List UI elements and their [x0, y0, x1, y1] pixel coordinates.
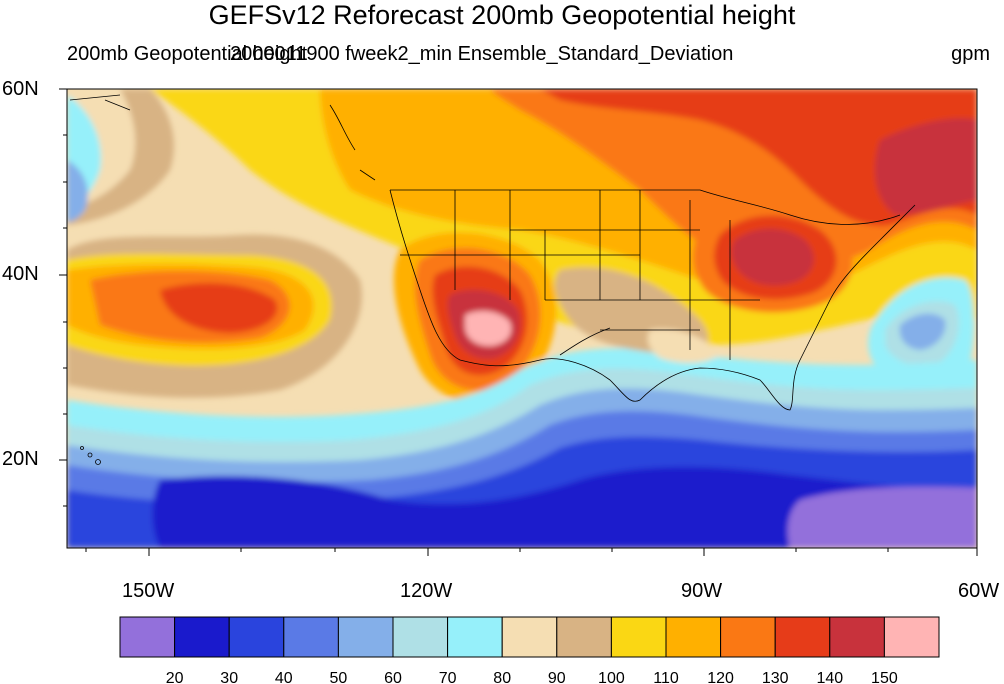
band-90-gulf [647, 329, 720, 363]
units-label: gpm [951, 43, 990, 65]
band-50-east [899, 313, 946, 350]
band-min-southeast [787, 486, 977, 548]
colorbar [119, 616, 940, 658]
colorbar-box [501, 616, 558, 658]
colorbar-label: 90 [548, 670, 566, 684]
colorbar-box [447, 616, 503, 658]
colorbar-box [392, 616, 449, 658]
colorbar-box [774, 616, 831, 658]
us-coastline [389, 189, 916, 411]
lon-label-90w: 90W [681, 580, 723, 602]
lon-label-150w: 150W [122, 580, 175, 602]
band-150-northeast [875, 118, 977, 215]
contour-field [67, 89, 977, 548]
band-140-west [160, 283, 278, 333]
boundaries [69, 94, 916, 465]
band-20-south [152, 466, 977, 548]
band-max-sw [465, 310, 512, 346]
colorbar-label: 140 [816, 670, 843, 684]
lon-label-60w: 60W [958, 580, 1000, 602]
colorbar-box [119, 616, 176, 658]
colorbar-label: 100 [598, 670, 625, 684]
colorbar-label: 80 [493, 670, 511, 684]
colorbar-label: 130 [762, 670, 789, 684]
lat-label-60n: 60N [2, 78, 39, 100]
hawaii-island [80, 446, 84, 450]
lat-label-20n: 20N [2, 448, 39, 470]
hawaii-island [87, 452, 93, 458]
colorbar-box [283, 616, 339, 658]
lat-label-40n: 40N [2, 263, 39, 285]
state-lines [400, 190, 760, 360]
colorbar-label: 150 [871, 670, 898, 684]
colorbar-box [829, 616, 885, 658]
colorbar-box [556, 616, 612, 658]
left-subtitle: 200mb Geopotential height [67, 43, 308, 65]
colorbar-label: 70 [439, 670, 457, 684]
colorbar-label: 50 [330, 670, 348, 684]
colorbar-label: 20 [166, 670, 184, 684]
colorbar-label: 30 [220, 670, 238, 684]
alaska-canada-coast [69, 94, 376, 181]
band-50-nw [67, 160, 88, 222]
band-140-north [540, 89, 977, 226]
colorbar-box [337, 616, 394, 658]
colorbar-label: 40 [275, 670, 293, 684]
axis-ticks [59, 88, 978, 556]
colorbar-box [228, 616, 285, 658]
colorbar-label: 110 [653, 670, 679, 684]
colorbar-box [174, 616, 230, 658]
colorbar-label: 120 [707, 670, 734, 684]
center-subtitle: 2000011900 fweek2_min Ensemble_Standard_… [230, 43, 734, 65]
colorbar-box [610, 616, 667, 658]
lon-label-120w: 120W [400, 580, 453, 602]
map-frame [66, 88, 978, 549]
band-150-lakes [731, 228, 814, 286]
hawaii-island [95, 459, 101, 465]
colorbar-box [883, 616, 940, 658]
plot-title: GEFSv12 Reforecast 200mb Geopotential he… [208, 0, 796, 30]
colorbar-box [665, 616, 722, 658]
colorbar-box [720, 616, 776, 658]
colorbar-labels: 20 30 40 50 60 70 80 90 100 110 120 130 140 150 [166, 670, 898, 684]
us-canada-border [390, 189, 901, 225]
colorbar-label: 60 [384, 670, 402, 684]
